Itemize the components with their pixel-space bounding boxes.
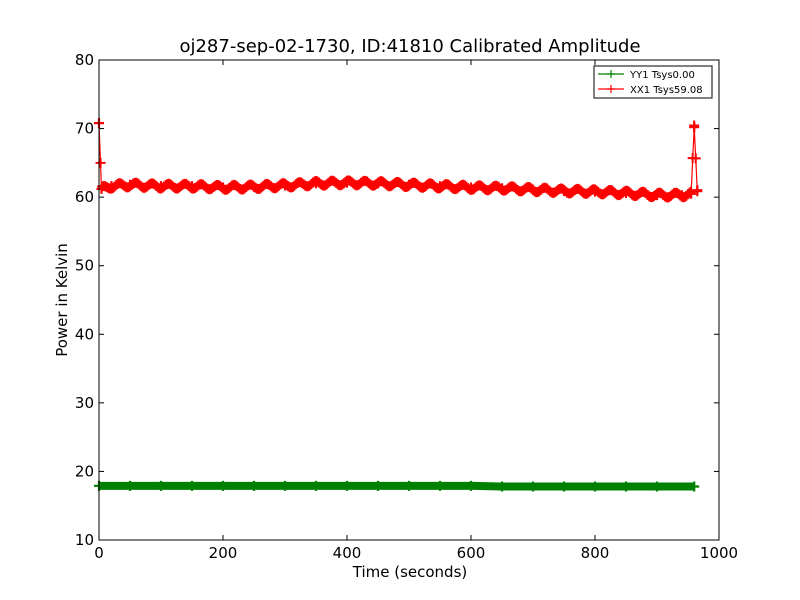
legend: YY1 Tsys0.00 XX1 Tsys59.08	[593, 65, 713, 99]
data-point	[652, 190, 662, 201]
data-point	[692, 185, 703, 196]
x-axis-label: Time (seconds)	[352, 563, 468, 581]
x-tick-label: 200	[209, 544, 238, 562]
data-point	[621, 188, 631, 199]
data-point	[106, 181, 117, 192]
x-tick-label: 800	[581, 544, 610, 562]
y-tick-label: 20	[75, 462, 94, 480]
data-point	[218, 182, 228, 193]
data-point	[96, 183, 107, 194]
y-tick-label: 70	[75, 120, 94, 138]
data-point	[311, 480, 321, 491]
data-point	[373, 480, 383, 491]
data-point	[280, 180, 290, 191]
data-point	[676, 190, 687, 201]
data-point	[249, 181, 259, 192]
data-point	[528, 184, 538, 195]
data-point	[497, 183, 507, 194]
legend-label: XX1 Tsys59.08	[630, 85, 703, 96]
x-tick-label: 0	[94, 544, 104, 562]
data-point	[652, 481, 662, 492]
legend-box	[593, 65, 713, 99]
data-point	[686, 188, 697, 199]
data-point	[280, 480, 290, 491]
plot-area	[94, 118, 703, 492]
y-tick-label: 30	[75, 394, 94, 412]
data-point	[156, 181, 166, 192]
data-point	[311, 178, 321, 189]
y-tick-label: 50	[75, 257, 94, 275]
data-point	[249, 480, 259, 491]
data-point	[528, 481, 538, 492]
x-tick-label: 600	[457, 544, 486, 562]
series-markers	[95, 481, 699, 491]
data-point	[218, 480, 228, 491]
y-tick-label: 10	[75, 531, 94, 549]
plot-frame	[98, 59, 720, 541]
data-point	[621, 481, 631, 492]
data-point	[466, 480, 476, 491]
data-point	[342, 177, 352, 188]
data-point	[689, 481, 700, 492]
legend-marker	[607, 85, 615, 93]
data-point	[466, 182, 476, 193]
data-point	[342, 480, 352, 491]
data-point	[590, 481, 600, 492]
data-point	[404, 480, 414, 491]
y-tick-label: 80	[75, 51, 94, 69]
series-yy1	[94, 480, 700, 492]
data-point	[497, 481, 507, 492]
data-point	[404, 179, 414, 190]
chart-title: oj287-sep-02-1730, ID:41810 Calibrated A…	[179, 36, 640, 57]
y-axis-label: Power in Kelvin	[53, 243, 71, 357]
x-tick-label: 400	[333, 544, 362, 562]
data-point	[435, 480, 445, 491]
data-point	[689, 122, 700, 133]
axis-ticks: 0 200 400 600 800 1000 10 20 30 40 50 60 70 80	[75, 51, 738, 562]
data-point	[187, 181, 197, 192]
legend-label: YY1 Tsys0.00	[629, 70, 695, 81]
data-point	[373, 178, 383, 189]
data-point	[156, 480, 166, 491]
y-tick-label: 40	[75, 325, 94, 343]
y-tick-label: 60	[75, 188, 94, 206]
data-point	[590, 186, 600, 197]
data-point	[125, 480, 135, 491]
data-point	[559, 481, 569, 492]
data-point	[187, 480, 197, 491]
data-point	[435, 181, 445, 192]
data-point	[559, 185, 569, 196]
x-tick-label: 1000	[700, 544, 738, 562]
legend-marker	[607, 70, 615, 78]
data-point	[125, 179, 135, 190]
